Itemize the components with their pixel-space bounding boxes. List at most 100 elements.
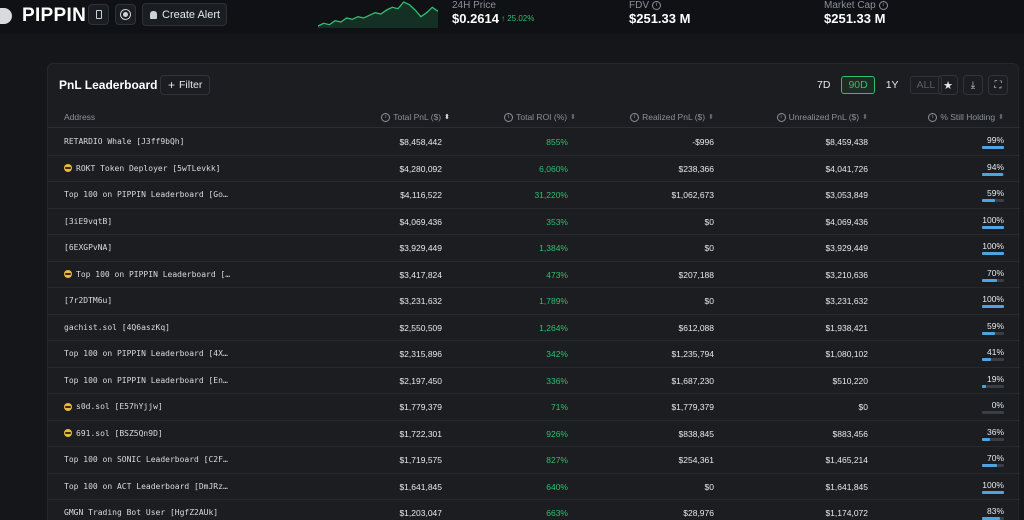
- table-header: Address i Total PnL ($) ⬍ i Total ROI (%…: [48, 106, 1020, 128]
- total-pnl-value: $3,417,824: [399, 269, 442, 280]
- wallet-address-label: gachist.sol [4Q6aszKq]: [64, 322, 170, 332]
- wallet-address[interactable]: RETARDIO Whale [J3ff9bQh]: [64, 137, 184, 146]
- still-holding-value: 41%: [986, 347, 1004, 357]
- table-row[interactable]: Top 100 on PIPPIN Leaderboard [Go… $4,116…: [48, 182, 1020, 209]
- total-pnl-value: $8,458,442: [399, 137, 442, 147]
- table-row[interactable]: Top 100 on PIPPIN Leaderboard [4X… $2,315…: [48, 341, 1020, 368]
- column-total-roi[interactable]: i Total ROI (%) ⬍: [504, 112, 576, 122]
- table-row[interactable]: Top 100 on PIPPIN Leaderboard [… $3,417,8…: [48, 262, 1020, 288]
- sort-icon[interactable]: ⬍: [998, 114, 1004, 121]
- create-alert-button[interactable]: Create Alert: [142, 3, 227, 26]
- info-icon[interactable]: i: [630, 112, 640, 122]
- table-row[interactable]: [3iE9vqtB] $4,069,436 353% $0 $4,069,436 100%: [48, 209, 1020, 235]
- unrealized-pnl-value: $4,069,436: [825, 216, 868, 227]
- still-holding-bar: [982, 199, 1004, 202]
- table-row[interactable]: [7r2DTM6u] $3,231,632 1,789% $0 $3,231,632 10…: [48, 288, 1020, 315]
- wallet-address-label: Top 100 on PIPPIN Leaderboard […: [76, 269, 231, 279]
- wallet-address[interactable]: Top 100 on PIPPIN Leaderboard [En…: [64, 376, 228, 385]
- realized-pnl-value: $207,188: [678, 269, 714, 280]
- wallet-address[interactable]: Top 100 on SONIC Leaderboard [C2F…: [64, 455, 228, 464]
- price-change: ↑ 25.02%: [501, 14, 535, 23]
- table-row[interactable]: s0d.sol [E57hYjjw] $1,779,379 71% $1,779,37…: [48, 394, 1020, 421]
- table-row[interactable]: gachist.sol [4Q6aszKq] $2,550,509 1,264% $6…: [48, 315, 1020, 341]
- still-holding-value: 100%: [982, 479, 1004, 490]
- info-icon[interactable]: i: [878, 1, 888, 10]
- token-name: PIPPIN: [22, 5, 87, 26]
- sort-desc-icon[interactable]: ⬍: [444, 114, 450, 121]
- column-unrealized[interactable]: i Unrealized PnL ($) ⬍: [776, 112, 868, 122]
- face-icon: [64, 402, 72, 411]
- realized-pnl-value: $1,235,794: [671, 349, 714, 359]
- wallet-address[interactable]: Top 100 on PIPPIN Leaderboard […: [64, 270, 230, 279]
- table-row[interactable]: Top 100 on PIPPIN Leaderboard [En… $2,197…: [48, 368, 1020, 394]
- wallet-address-label: Top 100 on PIPPIN Leaderboard [4X…: [64, 349, 228, 358]
- download-button[interactable]: ⤓: [963, 75, 983, 95]
- table-row[interactable]: GMGN Trading Bot User [HgfZ2AUk] $1,203,0…: [48, 500, 1020, 520]
- column-realized[interactable]: i Realized PnL ($) ⬍: [630, 112, 714, 122]
- wallet-address[interactable]: [6EXGPvNA]: [64, 243, 112, 252]
- filter-button[interactable]: + Filter: [160, 75, 211, 95]
- column-holding[interactable]: i % Still Holding ⬍: [928, 112, 1004, 122]
- wallet-address[interactable]: s0d.sol [E57hYjjw]: [64, 402, 163, 411]
- column-total-pnl[interactable]: i Total PnL ($) ⬍: [381, 112, 450, 122]
- wallet-address-label: 691.sol [BSZ5Qn9D]: [76, 428, 163, 438]
- price-sparkline: [318, 1, 438, 28]
- range-7d-button[interactable]: 7D: [817, 79, 831, 91]
- total-roi-value: 31,220%: [534, 190, 568, 200]
- range-90d-button[interactable]: 90D: [841, 76, 875, 94]
- still-holding-bar-fill: [982, 146, 1004, 149]
- total-pnl-value: $4,069,436: [399, 216, 442, 227]
- column-total-roi-label: Total ROI (%): [516, 112, 568, 122]
- sort-icon[interactable]: ⬍: [570, 114, 576, 121]
- wallet-address[interactable]: GMGN Trading Bot User [HgfZ2AUk]: [64, 508, 218, 517]
- total-roi-value: 6,060%: [539, 163, 568, 174]
- info-icon[interactable]: i: [652, 1, 661, 10]
- broadcast-icon: [123, 12, 128, 17]
- wallet-address[interactable]: gachist.sol [4Q6aszKq]: [64, 323, 170, 332]
- column-address: Address: [64, 112, 95, 122]
- fullscreen-button[interactable]: ⛶: [988, 75, 1008, 95]
- sort-icon[interactable]: ⬍: [708, 114, 714, 121]
- range-1y-button[interactable]: 1Y: [885, 79, 899, 91]
- info-icon[interactable]: i: [776, 112, 786, 122]
- realized-pnl-value: $0: [704, 481, 714, 492]
- plus-icon: +: [168, 78, 176, 92]
- table-row[interactable]: [6EXGPvNA] $3,929,449 1,384% $0 $3,929,449 10…: [48, 235, 1020, 262]
- table-row[interactable]: Top 100 on SONIC Leaderboard [C2F… $1,719…: [48, 447, 1020, 474]
- still-holding-bar-fill: [982, 278, 998, 282]
- broadcast-button[interactable]: [115, 4, 136, 25]
- favorite-button[interactable]: ★: [938, 75, 958, 95]
- still-holding-value: 59%: [986, 320, 1004, 331]
- table-row[interactable]: 691.sol [BSZ5Qn9D] $1,722,301 926% $838,845…: [48, 421, 1020, 447]
- wallet-address[interactable]: Top 100 on PIPPIN Leaderboard [Go…: [64, 190, 228, 199]
- wallet-address[interactable]: Top 100 on PIPPIN Leaderboard [4X…: [64, 349, 228, 358]
- wallet-address[interactable]: Top 100 on ACT Leaderboard [DmJRz…: [64, 482, 228, 491]
- wallet-address-label: GMGN Trading Bot User [HgfZ2AUk]: [64, 508, 219, 517]
- realized-pnl-value: $1,779,379: [671, 402, 714, 412]
- total-pnl-value: $3,231,632: [399, 296, 442, 306]
- fdv-label-group: FDV i: [629, 0, 661, 11]
- info-icon[interactable]: i: [381, 112, 391, 122]
- info-icon[interactable]: i: [504, 112, 514, 122]
- sort-icon[interactable]: ⬍: [862, 114, 868, 121]
- column-holding-label: % Still Holding: [940, 112, 996, 122]
- table-row[interactable]: Top 100 on ACT Leaderboard [DmJRz… $1,641…: [48, 474, 1020, 500]
- expand-icon: ⛶: [994, 79, 1002, 91]
- still-holding-value: 0%: [991, 400, 1004, 410]
- unrealized-pnl-value: $510,220: [832, 375, 868, 386]
- table-row[interactable]: ROKT Token Deployer [5wTLevkk] $4,280,092…: [48, 156, 1020, 182]
- wallet-address[interactable]: [3iE9vqtB]: [64, 217, 112, 226]
- copy-button[interactable]: [88, 4, 109, 25]
- table-row[interactable]: RETARDIO Whale [J3ff9bQh] $8,458,442 855% -…: [48, 129, 1020, 156]
- still-holding-bar-fill: [982, 172, 1003, 176]
- total-pnl-value: $1,203,047: [399, 508, 442, 518]
- wallet-address[interactable]: 691.sol [BSZ5Qn9D]: [64, 429, 163, 438]
- total-pnl-value: $4,280,092: [399, 163, 442, 174]
- still-holding-bar-fill: [982, 358, 992, 361]
- info-icon[interactable]: i: [928, 112, 938, 122]
- column-unrealized-label: Unrealized PnL ($): [788, 112, 860, 122]
- unrealized-pnl-value: $4,041,726: [825, 163, 868, 174]
- wallet-address[interactable]: [7r2DTM6u]: [64, 296, 112, 305]
- unrealized-pnl-value: $3,929,449: [825, 243, 868, 253]
- wallet-address[interactable]: ROKT Token Deployer [5wTLevkk]: [64, 164, 221, 173]
